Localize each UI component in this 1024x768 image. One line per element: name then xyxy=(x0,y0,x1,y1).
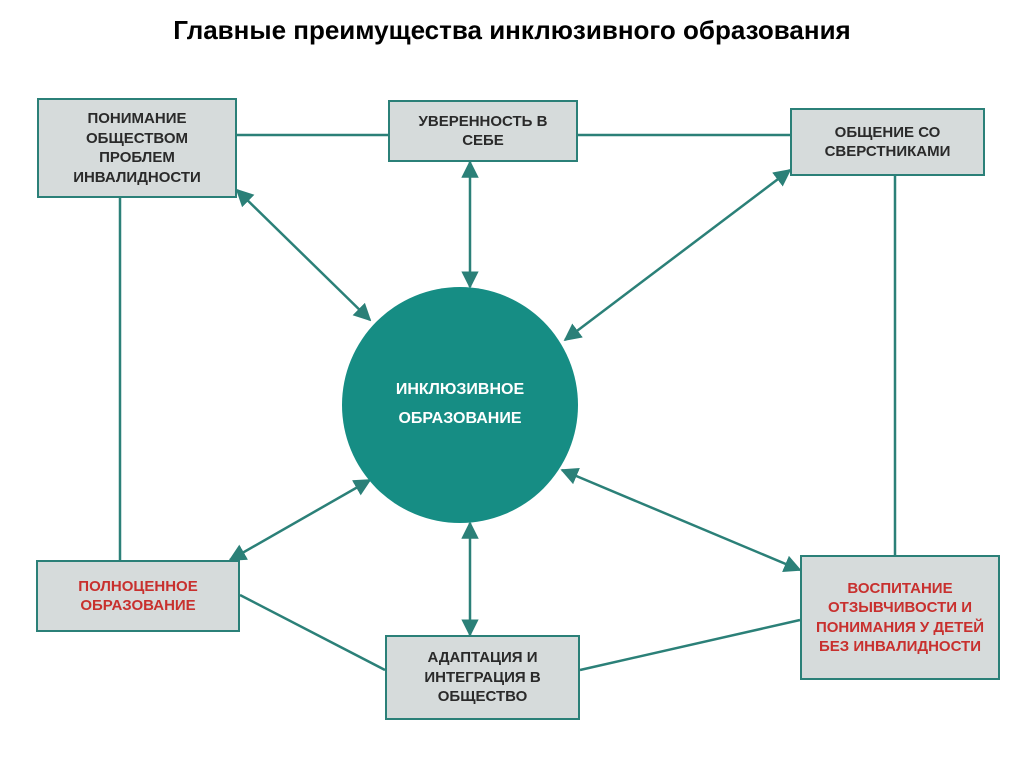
box-top-mid: УВЕРЕННОСТЬ В СЕБЕ xyxy=(388,100,578,162)
box-bottom-left-label: ПОЛНОЦЕННОЕ ОБРАЗОВАНИЕ xyxy=(46,577,230,616)
box-bottom-mid: АДАПТАЦИЯ И ИНТЕГРАЦИЯ В ОБЩЕСТВО xyxy=(385,635,580,720)
box-top-right: ОБЩЕНИЕ СО СВЕРСТНИКАМИ xyxy=(790,108,985,176)
box-top-mid-label: УВЕРЕННОСТЬ В СЕБЕ xyxy=(398,112,568,151)
box-bottom-right: ВОСПИТАНИЕ ОТЗЫВЧИВОСТИ И ПОНИМАНИЯ У ДЕ… xyxy=(800,555,1000,680)
box-top-left-label: ПОНИМАНИЕ ОБЩЕСТВОМ ПРОБЛЕМ ИНВАЛИДНОСТИ xyxy=(47,109,227,187)
center-node: ИНКЛЮЗИВНОЕ ОБРАЗОВАНИЕ xyxy=(342,287,578,523)
center-label-2: ОБРАЗОВАНИЕ xyxy=(398,405,521,434)
box-bottom-mid-label: АДАПТАЦИЯ И ИНТЕГРАЦИЯ В ОБЩЕСТВО xyxy=(395,648,570,707)
page-title: Главные преимущества инклюзивного образо… xyxy=(0,15,1024,46)
center-label-1: ИНКЛЮЗИВНОЕ xyxy=(396,376,524,405)
box-top-left: ПОНИМАНИЕ ОБЩЕСТВОМ ПРОБЛЕМ ИНВАЛИДНОСТИ xyxy=(37,98,237,198)
box-top-right-label: ОБЩЕНИЕ СО СВЕРСТНИКАМИ xyxy=(800,123,975,162)
box-bottom-left: ПОЛНОЦЕННОЕ ОБРАЗОВАНИЕ xyxy=(36,560,240,632)
box-bottom-right-label: ВОСПИТАНИЕ ОТЗЫВЧИВОСТИ И ПОНИМАНИЯ У ДЕ… xyxy=(810,579,990,657)
